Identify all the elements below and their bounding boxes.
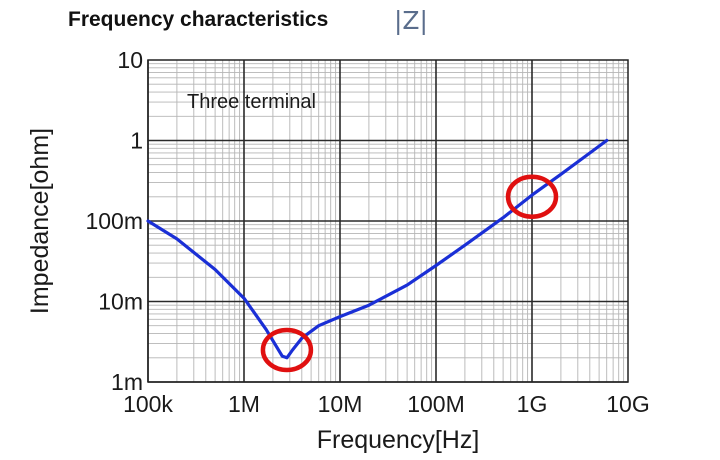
x-tick-labels: 100k 1M 10M 100M 1G 10G (123, 391, 650, 417)
y-tick-labels: 1m 10m 100m 1 10 (85, 47, 143, 395)
x-tick-label: 10M (318, 391, 363, 417)
impedance-symbol: |Z| (394, 6, 428, 35)
x-axis-label: Frequency[Hz] (317, 426, 480, 454)
three-terminal-annotation: Three terminal (187, 91, 316, 113)
y-tick-label: 10m (98, 289, 143, 315)
highlight-circle (260, 327, 314, 373)
x-tick-label: 100M (407, 391, 465, 417)
x-tick-label: 10G (606, 391, 649, 417)
series-layer (146, 138, 609, 360)
y-tick-label: 1m (111, 369, 143, 395)
x-tick-label: 1G (517, 391, 548, 417)
x-tick-label: 1M (228, 391, 260, 417)
y-tick-label: 10 (117, 47, 143, 73)
impedance-curve (146, 138, 609, 360)
x-tick-label: 100k (123, 391, 173, 417)
highlight-circle (505, 174, 559, 220)
chart-title: Frequency characteristics (68, 8, 329, 31)
highlight-circles (260, 174, 559, 373)
y-tick-label: 1 (130, 128, 143, 154)
y-axis-label: Impedance[ohm] (26, 128, 54, 314)
y-tick-label: 100m (85, 208, 143, 234)
